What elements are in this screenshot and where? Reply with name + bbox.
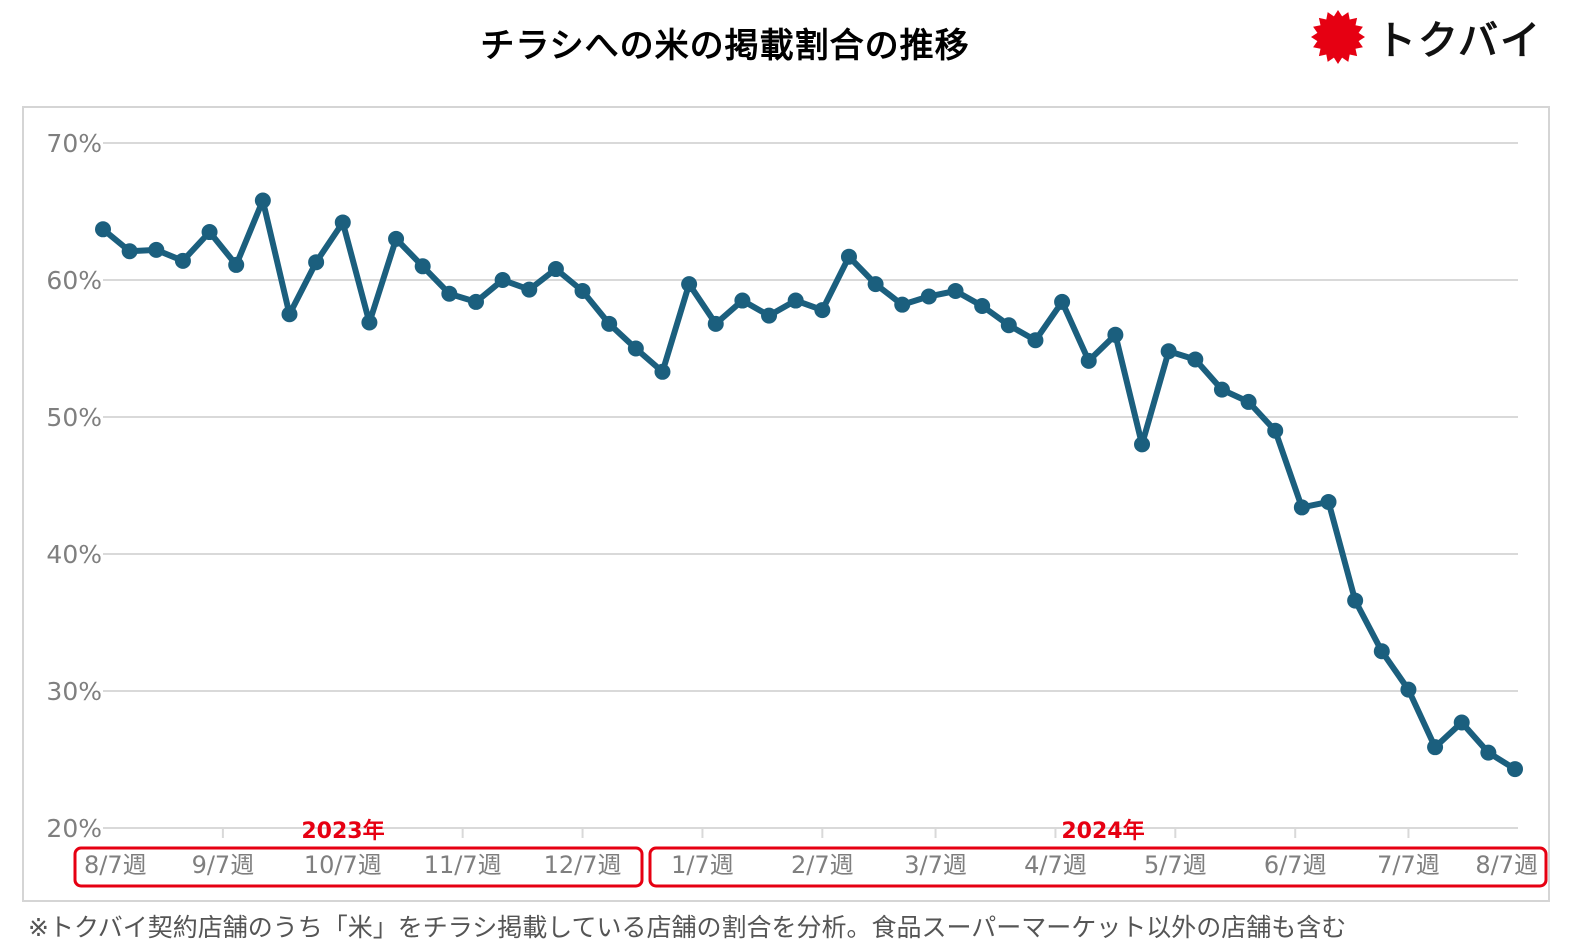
data-point bbox=[654, 363, 671, 380]
data-point bbox=[1507, 761, 1523, 778]
data-point bbox=[467, 293, 484, 310]
data-point bbox=[228, 256, 245, 273]
data-point bbox=[867, 276, 884, 293]
data-point bbox=[1453, 714, 1470, 731]
y-tick-label: 60% bbox=[46, 266, 102, 295]
data-point bbox=[547, 261, 564, 278]
x-tick-label: 11/7週 bbox=[424, 851, 502, 879]
data-point bbox=[947, 282, 964, 299]
data-point bbox=[95, 221, 111, 238]
data-point bbox=[574, 282, 591, 299]
footnote: ※トクバイ契約店舗のうち「米」をチラシ掲載している店舗の割合を分析。食品スーパー… bbox=[28, 913, 1347, 942]
data-point bbox=[388, 230, 405, 247]
y-tick-label: 20% bbox=[46, 814, 102, 843]
data-point bbox=[1347, 592, 1364, 609]
data-point bbox=[707, 315, 724, 332]
data-point bbox=[814, 302, 831, 319]
data-point bbox=[1027, 332, 1044, 349]
year-highlight-box bbox=[73, 846, 644, 888]
data-point bbox=[1160, 343, 1177, 360]
data-point bbox=[920, 288, 937, 305]
x-tick-label: 6/7週 bbox=[1264, 851, 1327, 879]
data-point bbox=[1427, 739, 1444, 756]
data-point bbox=[627, 340, 644, 357]
x-tick-label: 10/7週 bbox=[304, 851, 382, 879]
data-point bbox=[334, 214, 351, 231]
data-point bbox=[681, 276, 698, 293]
y-tick-label: 70% bbox=[46, 129, 102, 158]
data-point bbox=[121, 243, 138, 260]
data-point bbox=[1293, 499, 1310, 516]
series-line bbox=[100, 197, 1518, 773]
x-tick-label: 7/7週 bbox=[1377, 851, 1440, 879]
data-point bbox=[174, 252, 191, 269]
data-point bbox=[601, 315, 618, 332]
data-point bbox=[1054, 293, 1071, 310]
year-label: 2023年 bbox=[301, 818, 384, 844]
data-point bbox=[254, 192, 271, 209]
data-point bbox=[148, 241, 165, 258]
data-point bbox=[1400, 681, 1417, 698]
chart-title: チラシへの米の掲載割合の推移 bbox=[480, 26, 970, 66]
data-point bbox=[974, 298, 991, 315]
data-point bbox=[414, 258, 431, 275]
data-point bbox=[1240, 393, 1257, 410]
data-point bbox=[1000, 317, 1017, 334]
year-label: 2024年 bbox=[1061, 818, 1144, 844]
x-tick-label: 2/7週 bbox=[791, 851, 854, 879]
data-point bbox=[1187, 351, 1204, 368]
data-point bbox=[201, 224, 218, 241]
chart-frame bbox=[22, 106, 1550, 902]
x-tick-label: 12/7週 bbox=[544, 851, 622, 879]
data-point bbox=[441, 285, 458, 302]
data-point bbox=[1267, 422, 1284, 439]
y-tick-label: 40% bbox=[46, 540, 102, 569]
logo-text: トクバイ bbox=[1376, 18, 1542, 64]
y-tick-label: 50% bbox=[46, 403, 102, 432]
x-tick-label: 1/7週 bbox=[671, 851, 734, 879]
data-point bbox=[1480, 744, 1497, 761]
data-point bbox=[1213, 381, 1230, 398]
x-tick-label: 8/7週 bbox=[1475, 851, 1538, 879]
data-point bbox=[894, 296, 911, 313]
x-tick-label: 5/7週 bbox=[1144, 851, 1207, 879]
x-tick-label: 8/7週 bbox=[84, 851, 147, 879]
data-point bbox=[1107, 326, 1124, 343]
tokubai-logo: トクバイ bbox=[1310, 6, 1542, 68]
data-point bbox=[1320, 493, 1337, 510]
data-point bbox=[361, 314, 378, 331]
data-point bbox=[840, 248, 857, 265]
data-point bbox=[1134, 436, 1151, 453]
x-tick-label: 3/7週 bbox=[904, 851, 967, 879]
year-highlight-box bbox=[648, 846, 1548, 888]
data-point bbox=[521, 281, 538, 298]
data-point bbox=[1080, 352, 1097, 369]
red-starburst-icon bbox=[1311, 10, 1365, 64]
data-point bbox=[1373, 643, 1390, 660]
x-tick-label: 9/7週 bbox=[192, 851, 255, 879]
data-point bbox=[761, 307, 778, 324]
y-tick-label: 30% bbox=[46, 677, 102, 706]
data-point bbox=[308, 254, 325, 271]
data-point bbox=[734, 292, 751, 309]
data-point bbox=[494, 272, 511, 288]
data-point bbox=[787, 292, 804, 309]
x-tick-label: 4/7週 bbox=[1024, 851, 1087, 879]
data-point bbox=[281, 306, 298, 323]
